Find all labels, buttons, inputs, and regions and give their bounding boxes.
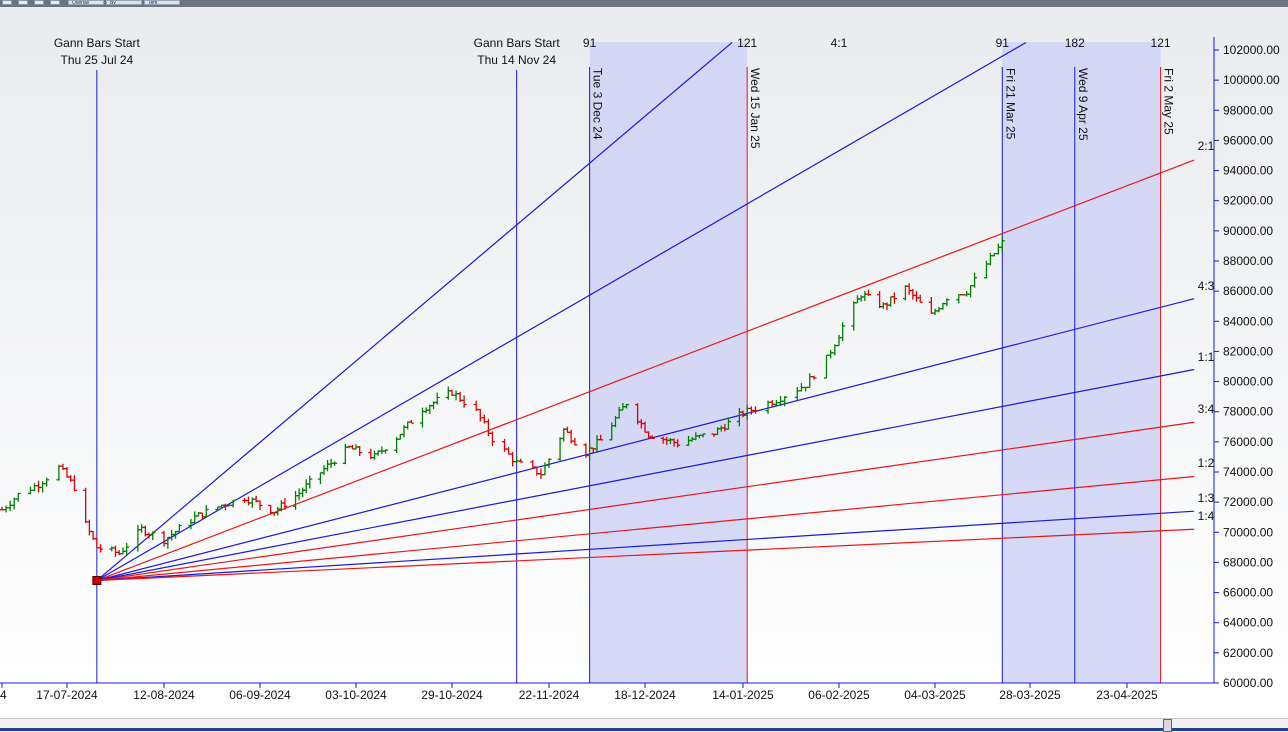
y-tick-label: 68000.00: [1223, 555, 1273, 569]
gann-fan-line: [96, 42, 733, 581]
bar-count-label: 91: [996, 36, 1010, 50]
y-tick-label: 98000.00: [1223, 103, 1273, 117]
y-tick-label: 102000.00: [1223, 43, 1280, 57]
x-tick-label: 18-12-2024: [614, 688, 676, 702]
save-icon[interactable]: [34, 0, 44, 5]
gann-fan-label: 1:4: [1198, 509, 1215, 523]
gann-fan-label: 4:1: [831, 36, 848, 50]
y-tick-label: 96000.00: [1223, 133, 1273, 147]
time-bands: [589, 42, 1161, 683]
y-tick-label: 62000.00: [1223, 646, 1273, 660]
gann-start-title: Gann Bars Start: [474, 36, 561, 50]
gann-fan-line: [96, 368, 1195, 582]
zoom-icon[interactable]: [18, 0, 28, 5]
y-tick-label: 84000.00: [1223, 314, 1273, 328]
gann-fan-label: 3:4: [1198, 402, 1215, 416]
bar-count-label: 121: [737, 36, 757, 50]
bar-count-label: 91: [583, 36, 597, 50]
gann-fan-label: 2:1: [1198, 139, 1215, 153]
y-tick-label: 78000.00: [1223, 405, 1273, 419]
price-chart[interactable]: Gann Bars Start Thu 25 Jul 24 Gann Bars St…: [0, 7, 1288, 718]
y-axis: 60000.00 62000.00 64000.00 66000.00 68000.00…: [1213, 37, 1280, 690]
gann-fan-line: [96, 421, 1195, 582]
gann-fan-label: 4:3: [1198, 279, 1215, 293]
gann-start-title: Gann Bars Start: [54, 36, 141, 50]
gann-fan-lines: [92, 41, 1195, 586]
print-icon[interactable]: [50, 0, 60, 5]
y-tick-label: 80000.00: [1223, 375, 1273, 389]
gann-origin-marker: [92, 576, 102, 586]
time-band: [589, 42, 748, 683]
cursor-icon[interactable]: [2, 0, 12, 5]
y-tick-label: 64000.00: [1223, 616, 1273, 630]
x-tick-label: 04-03-2025: [904, 688, 966, 702]
gann-fan-line: [96, 41, 1027, 582]
y-tick-label: 86000.00: [1223, 284, 1273, 298]
x-tick-label: 22-11-2024: [519, 688, 580, 702]
y-tick-label: 72000.00: [1223, 495, 1273, 509]
x-tick-label: 06-09-2024: [229, 688, 291, 702]
x-tick-label: 06-02-2025: [808, 688, 870, 702]
time-line-label: Fri 2 May 25: [1162, 68, 1176, 135]
time-line-label: Wed 9 Apr 25: [1076, 68, 1090, 141]
time-line-label: Wed 15 Jan 25: [748, 68, 762, 149]
annotations: Gann Bars Start Thu 25 Jul 24 Gann Bars St…: [54, 36, 1215, 523]
gann-fan-line: [96, 159, 1195, 582]
gann-fan-label: 1:1: [1198, 350, 1215, 364]
y-tick-label: 66000.00: [1223, 586, 1273, 600]
y-tick-label: 70000.00: [1223, 525, 1273, 539]
y-tick-label: 100000.00: [1223, 73, 1280, 87]
time-line-label: Tue 3 Dec 24: [591, 68, 605, 140]
y-tick-label: 74000.00: [1223, 465, 1273, 479]
bar-count-label: 121: [1151, 36, 1171, 50]
y-tick-label: 82000.00: [1223, 344, 1273, 358]
time-band: [1002, 42, 1161, 683]
x-tick-label: 28-03-2025: [999, 688, 1061, 702]
y-tick-label: 94000.00: [1223, 164, 1273, 178]
x-tick-label: 23-04-2025: [1096, 688, 1158, 702]
gann-fan-line: [96, 475, 1195, 582]
bar-count-label: 182: [1065, 36, 1085, 50]
gann-fan-line: [96, 298, 1195, 582]
x-axis: 4 17-07-2024 12-08-2024 06-09-2024 03-10-202…: [0, 682, 1214, 702]
gann-start-date: Thu 14 Nov 24: [477, 53, 556, 67]
y-tick-label: 76000.00: [1223, 435, 1273, 449]
x-tick-label: 12-08-2024: [133, 688, 195, 702]
overlay-button[interactable]: Overlay: [68, 0, 104, 5]
gann-fan-line: [96, 510, 1195, 582]
price-bars: [0, 236, 1005, 557]
tem-button[interactable]: Tem: [144, 0, 180, 5]
x-tick-label: 17-07-2024: [36, 688, 98, 702]
gann-fan-line: [96, 528, 1195, 582]
scroll-track[interactable]: [0, 728, 1288, 731]
gann-start-date: Thu 25 Jul 24: [60, 53, 133, 67]
x-tick-label: 03-10-2024: [325, 688, 387, 702]
x-tick-label: 14-01-2025: [712, 688, 774, 702]
by-button[interactable]: By: [106, 0, 142, 5]
x-tick-label: 29-10-2024: [421, 688, 483, 702]
horizontal-scrollbar[interactable]: [0, 718, 1288, 732]
y-tick-label: 88000.00: [1223, 254, 1273, 268]
gann-fan-label: 1:3: [1198, 491, 1215, 505]
y-tick-label: 90000.00: [1223, 224, 1273, 238]
gann-fan-label: 1:2: [1198, 456, 1215, 470]
y-tick-label: 60000.00: [1223, 676, 1273, 690]
toolbar: Overlay By Tem: [0, 0, 1288, 7]
scroll-thumb[interactable]: [1163, 719, 1172, 732]
x-tick-label: 4: [0, 688, 7, 702]
time-line-label: Fri 21 Mar 25: [1003, 68, 1017, 140]
y-tick-label: 92000.00: [1223, 194, 1273, 208]
